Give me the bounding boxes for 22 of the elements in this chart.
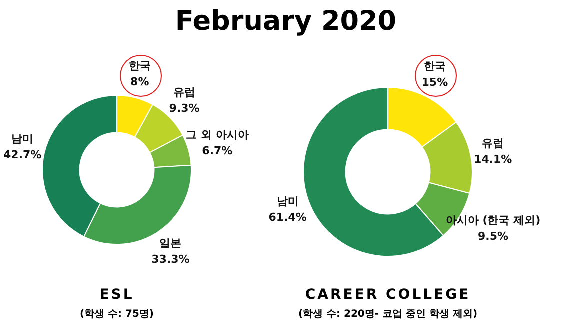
slice-label: 한국 [128,59,151,72]
text: (학생 수: 220명- 코업 중인 학생 제외) [297,308,479,321]
slice-label: 유럽 [482,136,504,150]
data-label: 9.5% [478,230,509,244]
slice-label: 그 외 아시아 [186,128,249,142]
data-label: 6.7% [202,144,233,158]
data-label: 42.7% [4,148,42,162]
data-label: 8% [130,75,150,88]
text: ESL [98,287,136,303]
slice-label: 남미 [12,132,34,146]
data-label: 15% [422,76,448,90]
text: (학생 수: 75명) [78,308,156,321]
data-label: 33.3% [152,252,190,266]
data-label: 9.3% [169,102,200,115]
slice-label: 유럽 [174,86,196,99]
slice-label: 일본 [160,236,182,250]
text: February 2020 [174,6,398,37]
text: CAREER COLLEGE [304,287,472,303]
data-label: 61.4% [268,210,307,224]
data-label: 14.1% [474,152,512,166]
slice-label: 남미 [276,194,299,208]
slice-label: 한국 [424,60,446,74]
